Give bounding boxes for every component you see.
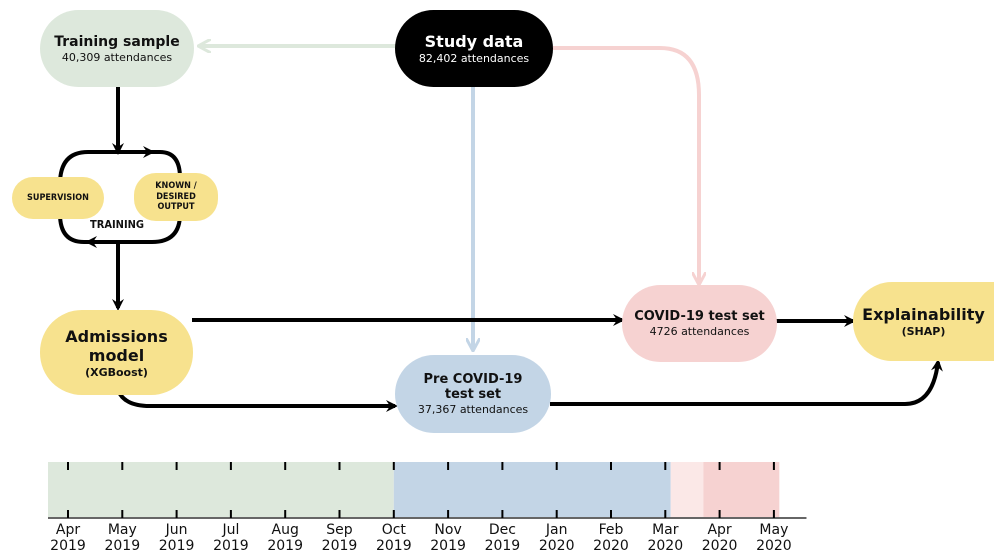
timeline-tick-label: Apr 2019 (43, 522, 93, 554)
tick-year: 2019 (484, 538, 521, 554)
known-output-line3: OUTPUT (157, 202, 195, 213)
arrow-study-to-covid (553, 46, 699, 282)
tick-year: 2019 (267, 538, 303, 554)
tick-month: Apr (707, 522, 732, 538)
admissions-model-node: Admissions model (XGBoost) (40, 310, 193, 395)
training-loop-bottom-left (58, 213, 90, 244)
tick-year: 2019 (50, 538, 86, 554)
tick-year: 2020 (647, 538, 684, 554)
tick-year: 2019 (430, 538, 466, 554)
known-output-pill: KNOWN / DESIRED OUTPUT (134, 173, 218, 221)
covid-test-subtitle: 4726 attendances (649, 325, 750, 338)
timeline-tick-label: Apr 2020 (695, 522, 745, 554)
tick-year: 2020 (593, 538, 629, 554)
timeline-segment-gap (670, 462, 704, 518)
timeline-tick-label: Jul 2019 (206, 522, 256, 554)
tick-month: Sep (326, 522, 353, 538)
timeline-tick-label: Mar 2020 (640, 522, 690, 554)
training-loop-top-right (150, 150, 182, 179)
tick-year: 2019 (321, 538, 358, 554)
pre-covid-node: Pre COVID-19 test set 37,367 attendances (395, 355, 551, 433)
training-loop-label: TRAINING (89, 218, 145, 231)
tick-month: Aug (271, 522, 299, 538)
known-output-line2: DESIRED (156, 191, 196, 202)
study-data-title: Study data (424, 32, 524, 51)
tick-month: Dec (488, 522, 516, 538)
tick-month: Nov (434, 522, 462, 538)
tick-month: Mar (652, 522, 679, 538)
explainability-title: Explainability (862, 305, 985, 324)
tick-month: Apr (55, 522, 81, 538)
timeline-tick-label: Oct 2019 (369, 522, 419, 554)
timeline-tick-label: Jan 2020 (532, 522, 582, 554)
timeline-segment-covid (703, 462, 780, 518)
tick-year: 2019 (158, 538, 195, 554)
timeline-tick-label: Nov 2019 (423, 522, 473, 554)
arrow-precovid-to-explain (550, 359, 943, 406)
tick-year: 2020 (701, 538, 738, 554)
study-data-subtitle: 82,402 attendances (418, 52, 530, 65)
tick-month: May (107, 522, 137, 538)
tick-year: 2020 (538, 538, 575, 554)
known-output-line1: KNOWN / (155, 181, 197, 192)
study-data-node: Study data 82,402 attendances (395, 10, 553, 87)
admissions-model-title-2: model (88, 345, 145, 365)
tick-year: 2019 (213, 538, 249, 554)
timeline-tick-label: Aug 2019 (260, 522, 310, 554)
explainability-subtitle: (SHAP) (901, 325, 946, 338)
tick-month: Oct (381, 522, 406, 538)
training-sample-title: Training sample (54, 33, 180, 50)
timeline-tick-label: Feb 2020 (586, 522, 636, 554)
pre-covid-title-2: test set (444, 387, 502, 402)
admissions-model-title-1: Admissions (65, 326, 168, 346)
training-sample-subtitle: 40,309 attendances (61, 50, 173, 64)
tick-month: Feb (598, 522, 624, 538)
tick-month: Jul (222, 522, 240, 538)
tick-year: 2019 (104, 538, 141, 554)
timeline-tick-label: May 2020 (749, 522, 799, 554)
tick-year: 2020 (756, 538, 792, 554)
supervision-pill: SUPERVISION (12, 177, 104, 219)
timeline-tick-label: Jun 2019 (152, 522, 202, 554)
covid-test-title: COVID-19 test set (634, 309, 765, 324)
timeline-tick-label: Dec 2019 (477, 522, 527, 554)
pre-covid-title-1: Pre COVID-19 (423, 372, 523, 387)
training-sample-node: Training sample 40,309 attendances (40, 10, 194, 87)
tick-month: Jun (165, 522, 188, 538)
supervision-label: SUPERVISION (27, 192, 89, 203)
timeline-tick-label: Sep 2019 (315, 522, 365, 554)
timeline-tick-label: May 2019 (97, 522, 147, 554)
covid-test-node: COVID-19 test set 4726 attendances (622, 285, 777, 362)
timeline-segment-pre_covid (393, 462, 671, 518)
admissions-model-subtitle: (XGBoost) (85, 365, 148, 379)
tick-year: 2019 (375, 538, 412, 554)
timeline-segment-training (48, 462, 394, 518)
explainability-node: Explainability (SHAP) (853, 282, 994, 361)
tick-month: May (759, 522, 789, 538)
pre-covid-subtitle: 37,367 attendances (417, 403, 529, 416)
tick-month: Jan (545, 522, 568, 538)
